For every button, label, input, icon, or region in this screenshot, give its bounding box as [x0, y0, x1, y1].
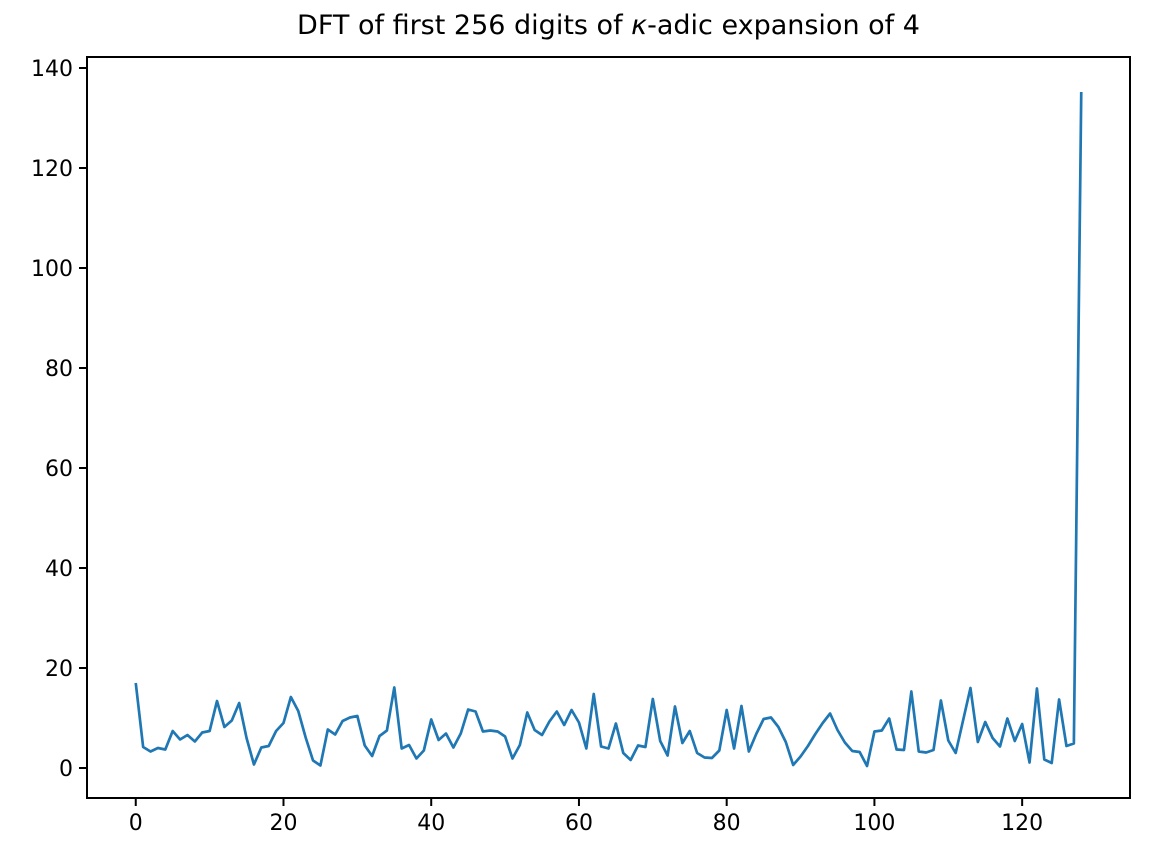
y-tick-label: 80 [45, 357, 73, 382]
y-tick-label: 140 [31, 57, 73, 82]
x-tick-label: 0 [129, 811, 143, 836]
chart-title: DFT of first 256 digits of κ-adic expans… [87, 10, 1130, 41]
dft-data-line [134, 91, 1083, 768]
y-tick-label: 20 [45, 657, 73, 682]
y-tick-label: 40 [45, 557, 73, 582]
x-tick-label: 100 [853, 811, 895, 836]
y-tick-label: 120 [31, 157, 73, 182]
x-tick-label: 20 [269, 811, 297, 836]
axes-box [86, 56, 1131, 799]
x-tick-label: 40 [417, 811, 445, 836]
y-tick-label: 100 [31, 257, 73, 282]
chart-title-kappa: κ [631, 10, 648, 41]
x-tick-label: 60 [565, 811, 593, 836]
chart-title-suffix: -adic expansion of 4 [647, 10, 920, 41]
x-tick-label: 120 [1001, 811, 1043, 836]
y-tick-label: 60 [45, 457, 73, 482]
x-tick-label: 80 [713, 811, 741, 836]
chart-title-prefix: DFT of first 256 digits of [297, 10, 632, 41]
y-tick-label: 0 [59, 757, 73, 782]
